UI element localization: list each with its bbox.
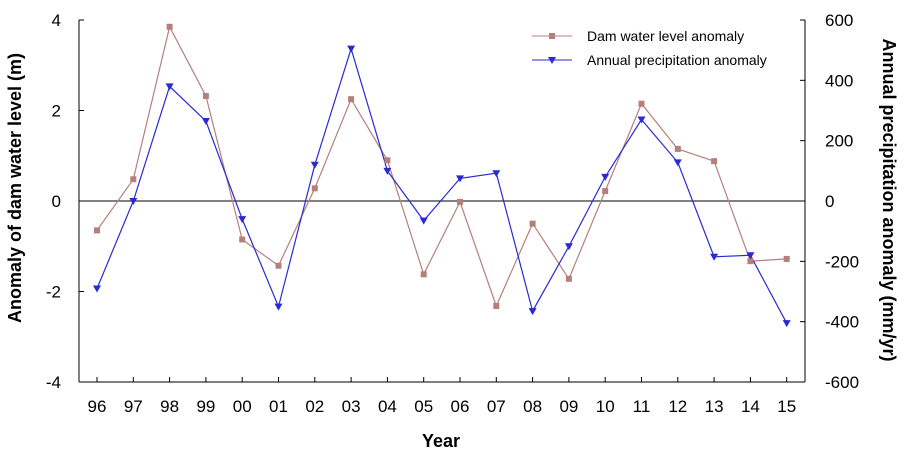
precipitation-data-point [564, 243, 573, 251]
dam-level-series-line [96, 25, 787, 308]
dam-level-data-point [638, 100, 645, 107]
dam-level-data-point [783, 255, 790, 262]
precipitation-data-point [601, 173, 610, 181]
right-y-tick-label: 400 [825, 71, 853, 90]
dam-level-data-point [529, 220, 536, 227]
precipitation-data-point [746, 252, 755, 260]
dam-level-data-point [94, 227, 100, 234]
precipitation-data-point [129, 198, 138, 205]
left-y-tick-label: -4 [46, 373, 61, 392]
left-y-tick-label: 2 [52, 102, 61, 121]
left-y-tick-label: 4 [52, 11, 61, 30]
dam-level-data-point [493, 302, 500, 309]
dam-level-data-point [130, 176, 137, 183]
dam-level-data-point [747, 258, 754, 265]
precipitation-data-point [710, 253, 719, 261]
x-tick-label: 14 [741, 397, 760, 416]
x-tick-label: 96 [88, 397, 107, 416]
dam-level-data-point [239, 236, 246, 243]
precipitation-data-point [492, 170, 501, 178]
legend: Dam water level anomaly Annual precipita… [532, 28, 767, 68]
x-tick-label: 00 [233, 397, 252, 416]
precipitation-data-point [528, 308, 537, 316]
right-y-tick-label: -600 [825, 373, 859, 392]
precipitation-data-point [201, 118, 210, 126]
left-y-tick-label: -2 [46, 283, 61, 302]
x-tick-label: 03 [342, 397, 361, 416]
left-y-tick-label: 0 [52, 192, 61, 211]
precipitation-data-point [383, 167, 392, 175]
dam-level-data-point [602, 188, 609, 195]
x-tick-label: 15 [777, 397, 796, 416]
x-tick-label: 01 [269, 397, 288, 416]
precipitation-data-point [165, 83, 174, 91]
precipitation-data-point [419, 217, 428, 225]
precipitation-data-point [238, 216, 247, 224]
x-tick-label: 06 [451, 397, 470, 416]
dam-level-data-point [202, 93, 209, 100]
x-tick-label: 02 [305, 397, 324, 416]
x-tick-label: 04 [378, 397, 397, 416]
x-tick-label: 13 [705, 397, 724, 416]
precipitation-series-line [96, 46, 788, 324]
dam-level-data-point [384, 157, 391, 164]
series-markers-group [93, 23, 791, 328]
x-tick-label: 12 [668, 397, 687, 416]
precipitation-data-point [310, 161, 319, 169]
x-tick-label: 09 [559, 397, 578, 416]
legend-marker-dam [549, 33, 555, 39]
precipitation-data-point [456, 175, 464, 183]
dam-level-data-point [711, 158, 718, 165]
dam-level-data-point [457, 198, 463, 205]
right-y-tick-label: -200 [825, 252, 859, 271]
dam-level-data-point [311, 185, 318, 192]
x-tick-label: 99 [196, 397, 215, 416]
legend-marker-precip [548, 57, 556, 64]
right-y-axis-title: Annual precipitation anomaly (mm/yr) [879, 38, 899, 361]
axes-group [78, 20, 806, 383]
dam-level-data-point [275, 262, 282, 269]
series-lines-group [96, 25, 788, 324]
precipitation-data-point [93, 285, 101, 293]
right-y-tick-label: 200 [825, 132, 853, 151]
right-y-tick-label: -400 [825, 313, 859, 332]
left-y-axis-title: Anomaly of dam water level (m) [5, 53, 25, 323]
dam-level-data-point [565, 275, 572, 282]
precipitation-data-point [637, 116, 646, 124]
right-y-tick-label: 0 [825, 192, 834, 211]
dam-level-data-point [674, 145, 681, 152]
legend-label-precip: Annual precipitation anomaly [587, 52, 767, 68]
dam-level-data-point [420, 271, 427, 278]
x-tick-label: 07 [487, 397, 506, 416]
legend-label-dam: Dam water level anomaly [587, 28, 744, 44]
x-tick-label: 08 [523, 397, 542, 416]
x-tick-label: 11 [633, 397, 651, 416]
x-axis-title: Year [422, 431, 460, 451]
x-tick-label: 10 [596, 397, 615, 416]
precipitation-data-point [782, 320, 791, 328]
right-y-tick-label: 600 [825, 11, 853, 30]
precipitation-data-point [347, 45, 356, 53]
x-tick-label: 05 [414, 397, 433, 416]
x-tick-label: 97 [124, 397, 143, 416]
precipitation-data-point [673, 159, 682, 167]
x-tick-label: 98 [160, 397, 179, 416]
precipitation-data-point [274, 303, 283, 311]
dam-level-data-point [348, 96, 355, 103]
dam-level-data-point [166, 23, 173, 30]
